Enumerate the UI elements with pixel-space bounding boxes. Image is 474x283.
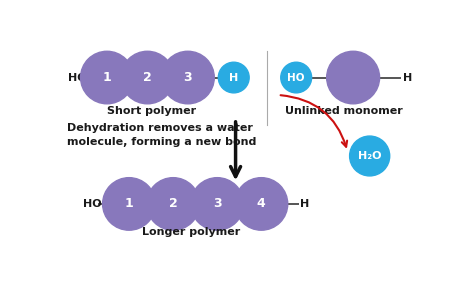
- Text: 1: 1: [125, 198, 133, 211]
- Text: 2: 2: [143, 71, 152, 84]
- Ellipse shape: [161, 51, 214, 104]
- Text: 2: 2: [169, 198, 177, 211]
- Text: HO: HO: [83, 199, 102, 209]
- Ellipse shape: [81, 51, 134, 104]
- Text: Unlinked monomer: Unlinked monomer: [285, 106, 403, 116]
- Ellipse shape: [327, 51, 380, 104]
- Text: 3: 3: [183, 71, 192, 84]
- Text: H: H: [229, 72, 238, 83]
- Text: H: H: [300, 199, 309, 209]
- Ellipse shape: [146, 178, 200, 230]
- Ellipse shape: [219, 62, 249, 93]
- Ellipse shape: [121, 51, 174, 104]
- Ellipse shape: [191, 178, 244, 230]
- Ellipse shape: [102, 178, 155, 230]
- Text: 1: 1: [103, 71, 111, 84]
- Ellipse shape: [235, 178, 288, 230]
- Text: HO: HO: [68, 72, 87, 83]
- Ellipse shape: [281, 62, 311, 93]
- Text: Dehydration removes a water
molecule, forming a new bond: Dehydration removes a water molecule, fo…: [66, 123, 256, 147]
- Text: H₂O: H₂O: [358, 151, 382, 161]
- Ellipse shape: [350, 136, 390, 176]
- Text: Short polymer: Short polymer: [107, 106, 196, 116]
- Text: HO: HO: [287, 72, 305, 83]
- Text: 3: 3: [213, 198, 221, 211]
- Text: Longer polymer: Longer polymer: [142, 227, 241, 237]
- Text: 4: 4: [257, 198, 265, 211]
- Text: H: H: [403, 72, 412, 83]
